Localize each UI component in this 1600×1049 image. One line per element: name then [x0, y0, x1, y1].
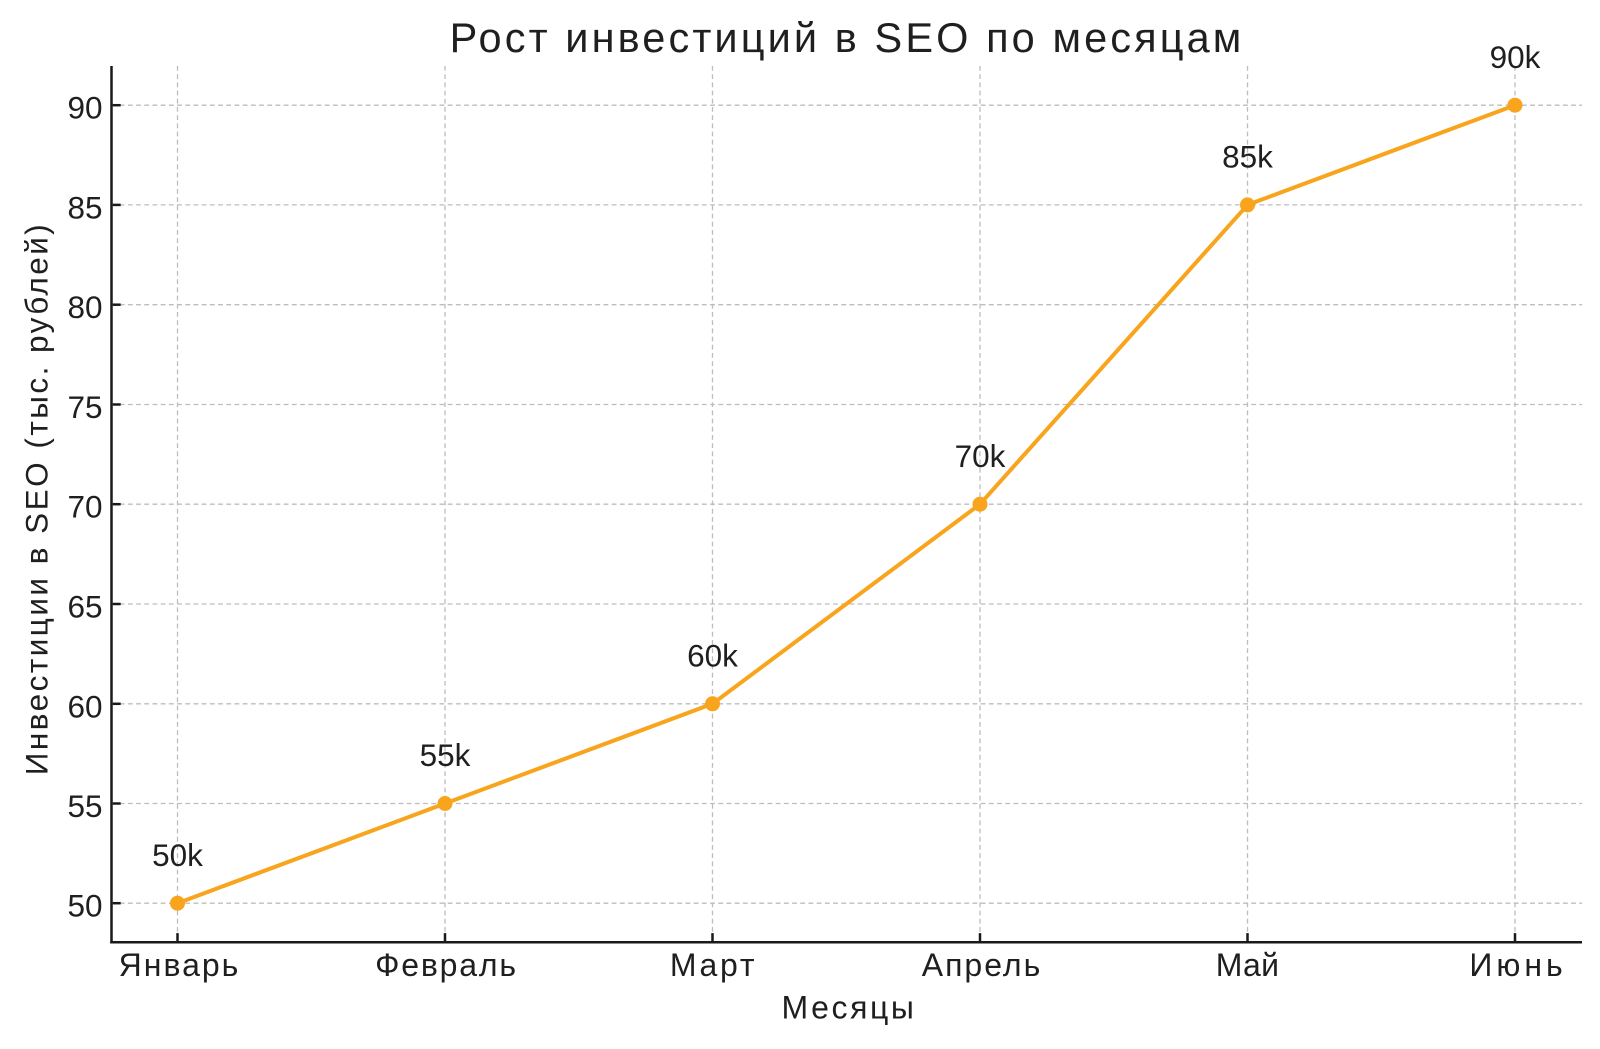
svg-text:65: 65 [67, 589, 102, 625]
svg-text:55: 55 [67, 788, 102, 824]
svg-text:50k: 50k [152, 837, 203, 873]
svg-text:75: 75 [67, 389, 102, 425]
svg-text:60: 60 [67, 688, 102, 724]
svg-text:Апрель: Апрель [922, 947, 1043, 983]
svg-text:Месяцы: Месяцы [781, 990, 916, 1026]
svg-text:90: 90 [67, 90, 102, 126]
svg-text:Июнь: Июнь [1469, 947, 1566, 983]
svg-text:80: 80 [67, 289, 102, 325]
svg-text:70k: 70k [955, 438, 1006, 474]
svg-text:55k: 55k [420, 737, 471, 773]
svg-text:Март: Март [670, 947, 757, 983]
svg-text:Январь: Январь [119, 947, 241, 983]
svg-text:Май: Май [1216, 947, 1280, 983]
svg-text:85k: 85k [1222, 139, 1273, 175]
svg-text:85: 85 [67, 189, 102, 225]
svg-text:Февраль: Февраль [375, 947, 518, 983]
svg-text:Рост инвестиций в SEO по месяц: Рост инвестиций в SEO по месяцам [450, 14, 1245, 61]
svg-text:Инвестиции в SEO (тыс. рублей): Инвестиции в SEO (тыс. рублей) [19, 222, 55, 776]
svg-text:50: 50 [67, 888, 102, 924]
svg-text:70: 70 [67, 489, 102, 525]
svg-text:90k: 90k [1490, 39, 1541, 75]
svg-text:60k: 60k [687, 638, 738, 674]
